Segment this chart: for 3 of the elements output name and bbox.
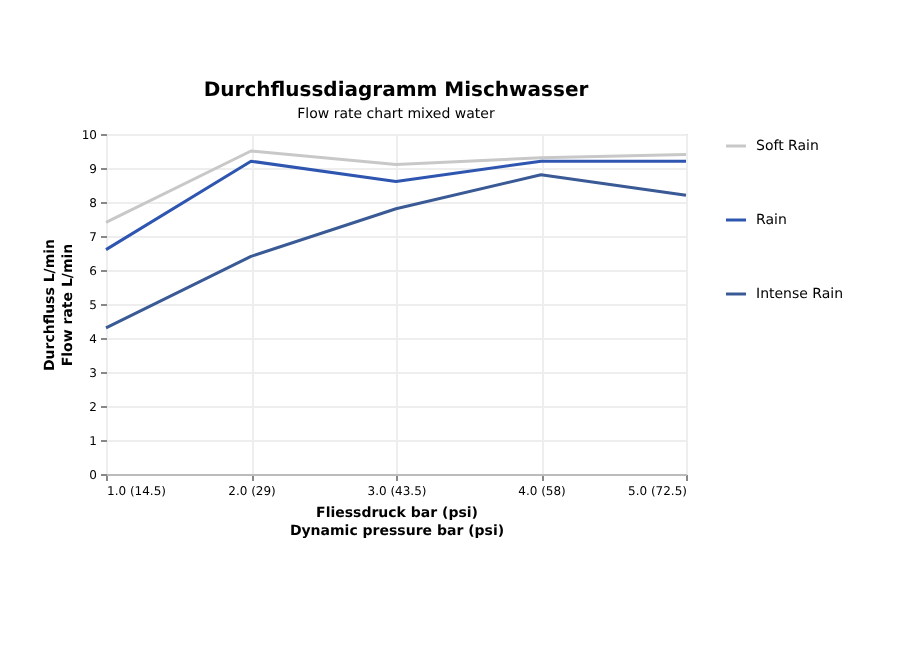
line-series	[104, 149, 688, 224]
line-series	[104, 173, 688, 330]
chart-title: Durchflussdiagramm Mischwasser	[203, 80, 589, 102]
